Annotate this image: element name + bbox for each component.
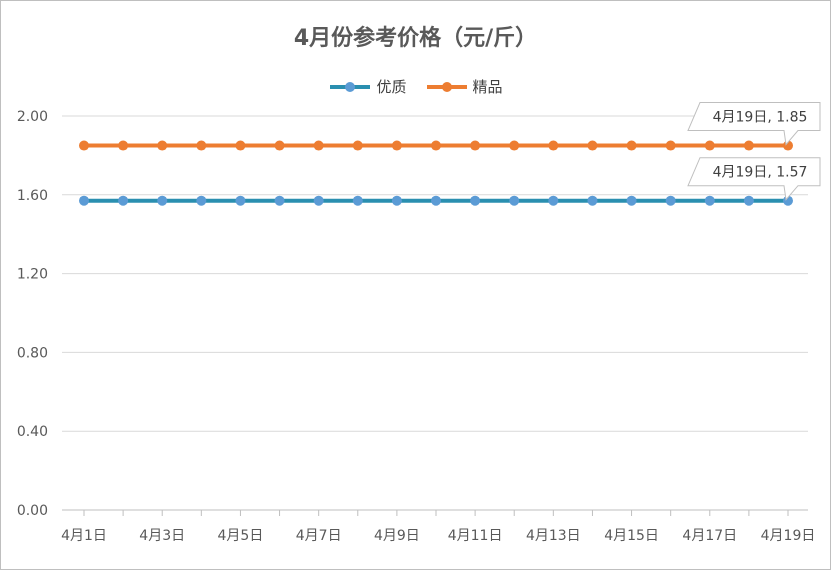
y-tick-label: 2.00 xyxy=(17,109,48,125)
y-tick-label: 1.20 xyxy=(17,267,48,283)
chart-title: 4月份参考价格（元/斤） xyxy=(293,26,538,51)
data-point xyxy=(79,195,89,206)
data-point xyxy=(352,195,363,206)
x-tick-label: 4月19日 xyxy=(761,528,816,544)
data-point xyxy=(118,140,129,151)
data-point xyxy=(509,140,520,151)
x-tick-label: 4月15日 xyxy=(604,528,659,544)
data-point xyxy=(704,195,715,206)
data-point xyxy=(196,195,207,206)
data-point xyxy=(665,195,676,206)
callout-box xyxy=(687,102,821,146)
data-point xyxy=(391,195,402,206)
data-point xyxy=(704,140,715,151)
data-point xyxy=(274,140,285,151)
x-tick-label: 4月5日 xyxy=(218,528,264,544)
data-point xyxy=(431,140,441,151)
chart-legend: 优质 精品 xyxy=(0,76,831,97)
y-tick-label: 1.60 xyxy=(17,188,48,204)
data-point xyxy=(587,195,598,206)
x-tick-label: 4月13日 xyxy=(526,528,581,544)
data-point xyxy=(157,195,168,206)
data-point xyxy=(743,140,754,151)
data-point xyxy=(391,140,402,151)
data-point xyxy=(235,140,246,151)
data-point xyxy=(79,140,89,151)
data-point xyxy=(470,140,481,151)
callout-label: 4月19日, 1.85 xyxy=(713,110,808,126)
x-tick-label: 4月7日 xyxy=(296,528,342,544)
y-tick-label: 0.00 xyxy=(17,503,48,519)
data-point xyxy=(548,140,559,151)
data-point xyxy=(157,140,168,151)
data-point xyxy=(743,195,754,206)
data-point xyxy=(352,140,363,151)
legend-item-series-0: 优质 xyxy=(328,76,407,97)
data-point xyxy=(587,140,598,151)
data-point xyxy=(274,195,285,206)
y-tick-label: 0.40 xyxy=(17,424,48,440)
legend-label-series-1: 精品 xyxy=(472,78,503,96)
data-point xyxy=(626,195,637,206)
data-point xyxy=(665,140,676,151)
data-point xyxy=(313,140,324,151)
callout-box xyxy=(687,157,821,201)
y-tick-label: 0.80 xyxy=(17,345,48,361)
data-point xyxy=(235,195,246,206)
data-point xyxy=(196,140,207,151)
data-point xyxy=(470,195,481,206)
legend-line-icon xyxy=(426,81,467,92)
data-point xyxy=(548,195,559,206)
x-tick-label: 4月11日 xyxy=(448,528,503,544)
data-point xyxy=(431,195,441,206)
x-tick-label: 4月1日 xyxy=(61,528,107,544)
callout-label: 4月19日, 1.57 xyxy=(713,165,808,181)
x-tick-label: 4月17日 xyxy=(682,528,737,544)
legend-label-series-0: 优质 xyxy=(376,78,407,96)
legend-item-series-1: 精品 xyxy=(425,76,503,97)
data-point xyxy=(118,195,129,206)
x-tick-label: 4月9日 xyxy=(374,528,420,544)
data-point xyxy=(509,195,520,206)
data-point xyxy=(313,195,324,206)
x-tick-label: 4月3日 xyxy=(139,528,185,544)
data-point xyxy=(626,140,637,151)
legend-line-icon xyxy=(330,81,371,92)
